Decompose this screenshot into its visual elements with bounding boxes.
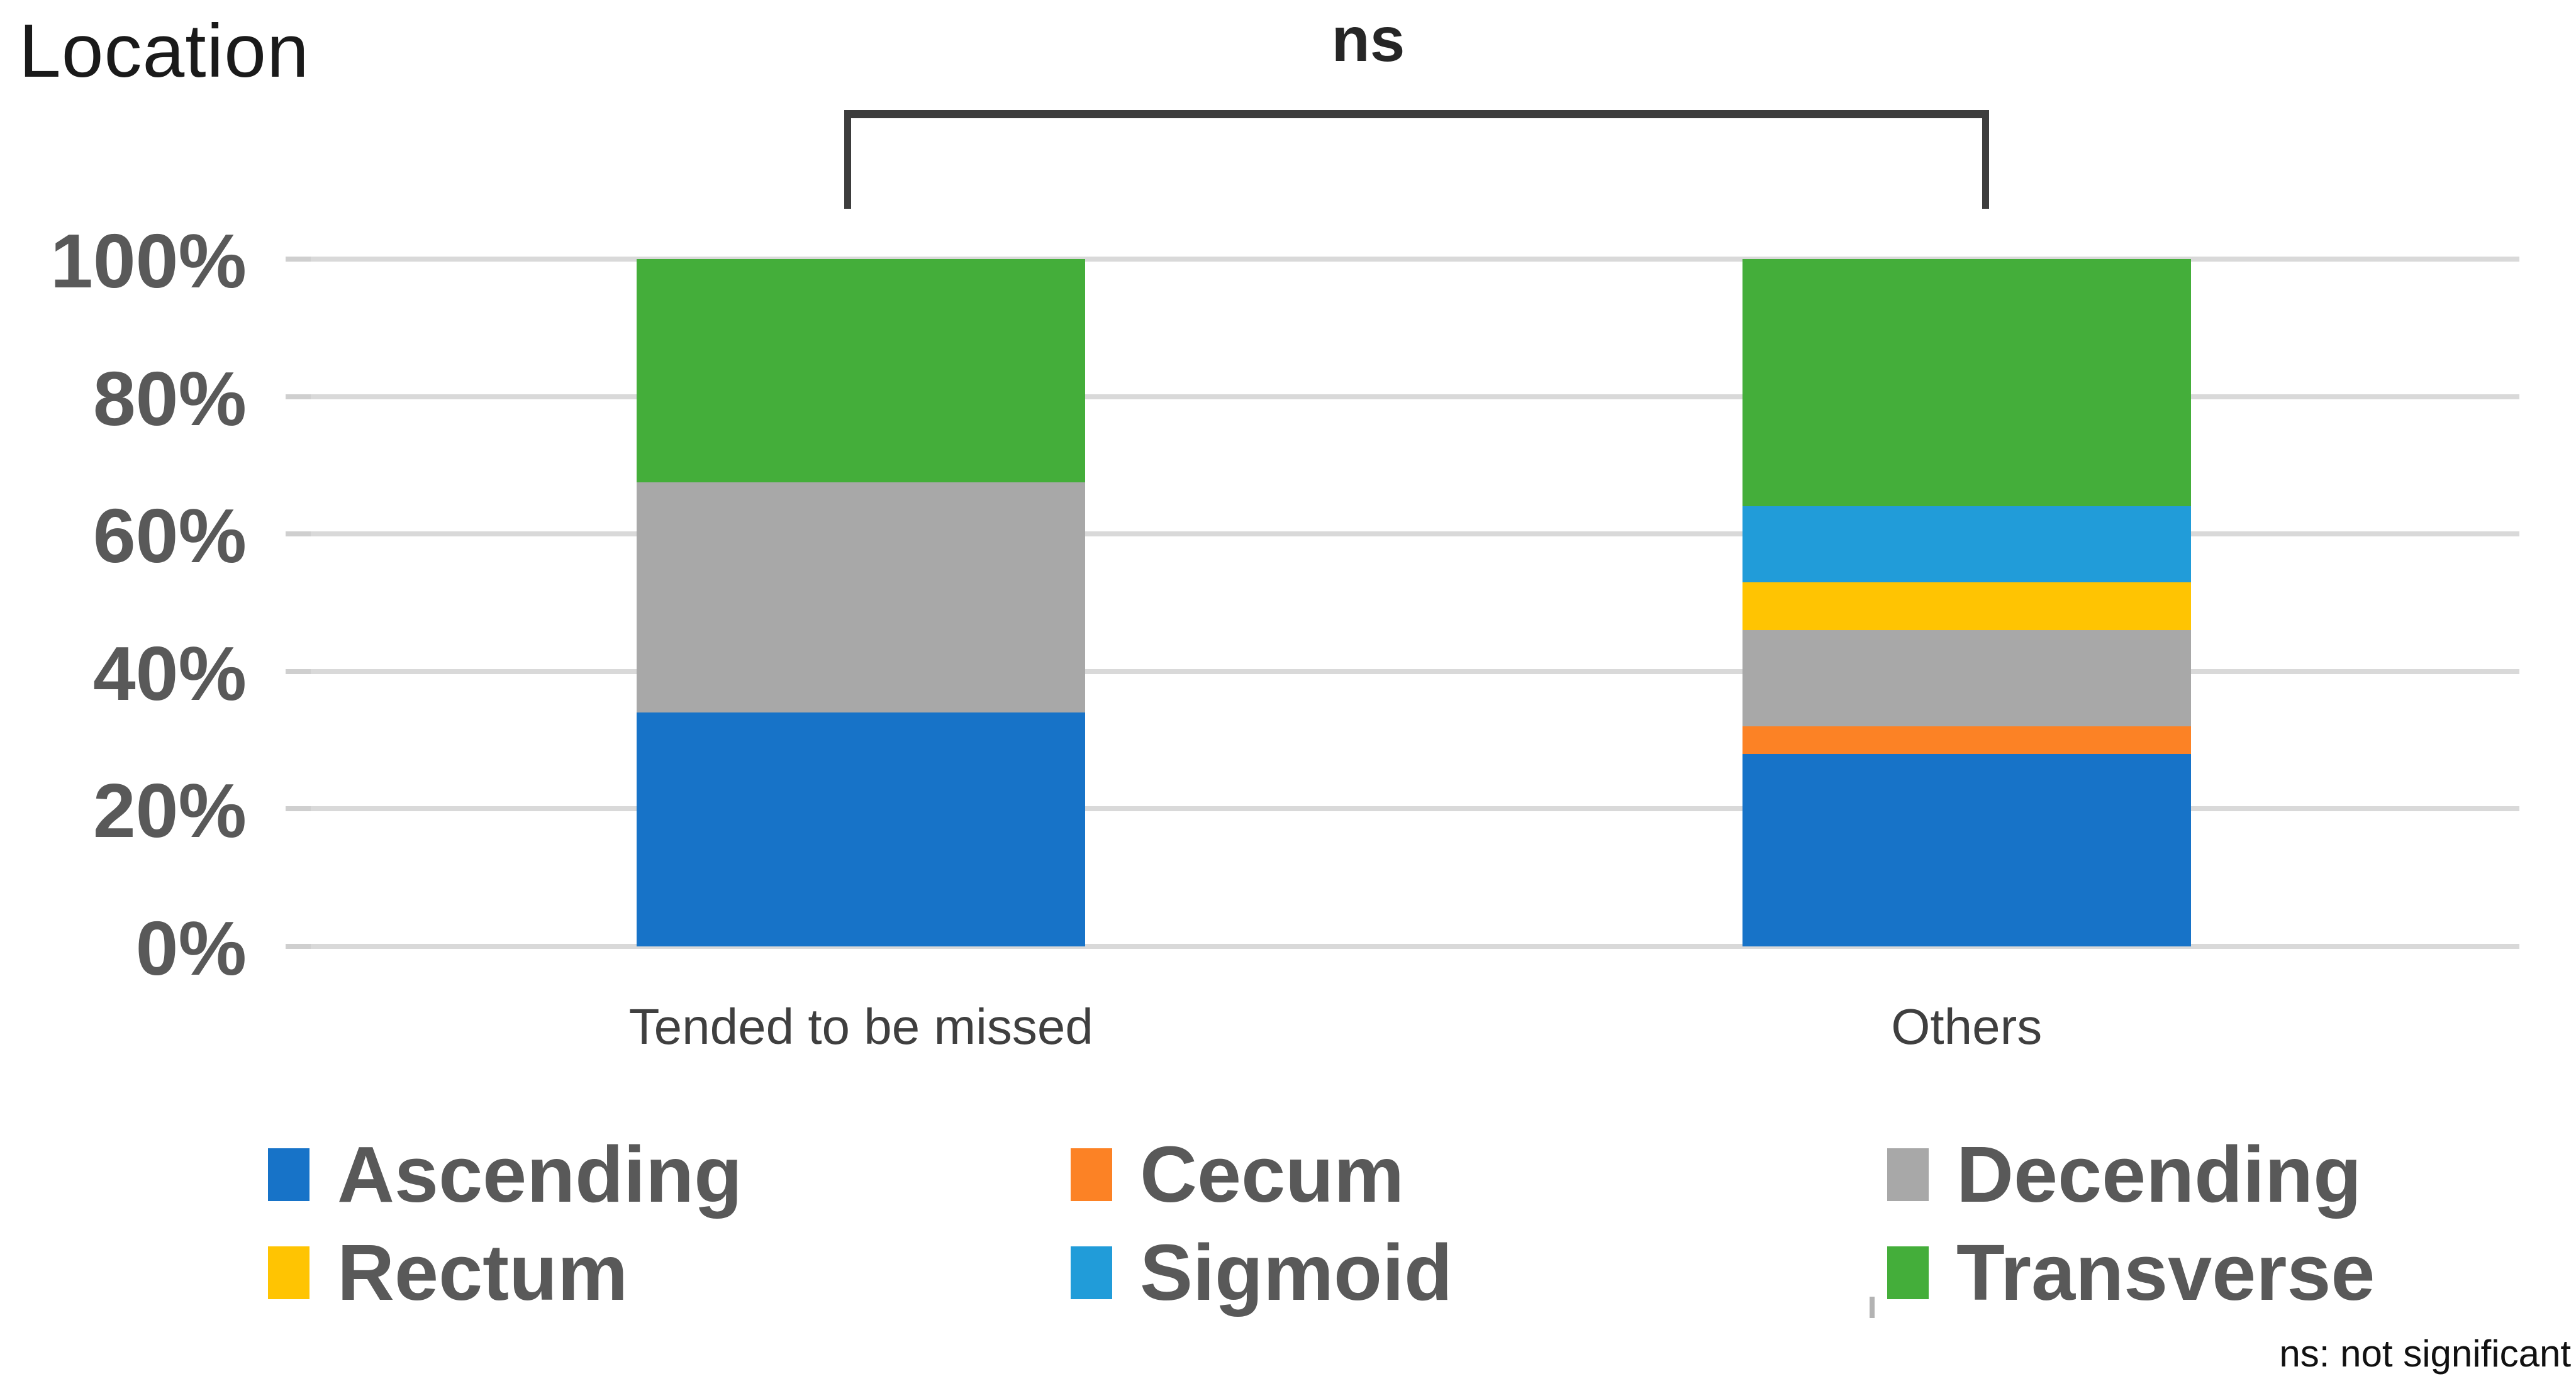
legend-label: Rectum <box>337 1228 628 1317</box>
y-axis-label: 20% <box>92 768 247 854</box>
significance-bracket-top <box>844 110 1989 118</box>
legend-label: Ascending <box>337 1130 743 1219</box>
legend-marker-cecum-icon <box>1071 1148 1112 1201</box>
legend-marker-rectum-icon <box>268 1246 309 1299</box>
legend-item-cecum: Cecum <box>1071 1128 1404 1222</box>
y-axis-tick <box>286 531 311 537</box>
y-axis-tick <box>286 394 311 399</box>
gridline <box>308 531 2519 537</box>
y-axis-label: 0% <box>135 906 247 991</box>
significance-bracket-left-leg <box>844 110 851 209</box>
legend-item-decending: Decending <box>1887 1128 2361 1222</box>
significance-label: ns <box>1331 4 1405 75</box>
y-axis-label: 100% <box>50 218 247 304</box>
y-axis-tick <box>286 806 311 812</box>
gridline <box>308 806 2519 812</box>
y-axis-tick <box>286 668 311 674</box>
bar-segment-others-rectum <box>1742 582 2191 631</box>
legend-label: Cecum <box>1140 1130 1405 1219</box>
gridline <box>308 394 2519 399</box>
bar-segment-tended-to-be-missed-ascending <box>637 712 1086 946</box>
bar-segment-others-cecum <box>1742 726 2191 754</box>
legend-marker-decending-icon <box>1887 1148 1929 1201</box>
bar-segment-others-transverse <box>1742 259 2191 507</box>
chart-title: Location <box>19 9 309 93</box>
bar-segment-others-sigmoid <box>1742 506 2191 582</box>
legend-label: Sigmoid <box>1140 1228 1452 1317</box>
gridline <box>308 257 2519 262</box>
legend-marker-artifact <box>1870 1297 1875 1318</box>
legend-item-rectum: Rectum <box>268 1226 628 1320</box>
y-axis-label: 40% <box>92 630 247 716</box>
legend-item-transverse: Transverse <box>1887 1226 2375 1320</box>
significance-bracket-right-leg <box>1982 110 1989 209</box>
legend-item-sigmoid: Sigmoid <box>1071 1226 1452 1320</box>
gridline <box>308 944 2519 949</box>
legend-item-ascending: Ascending <box>268 1128 742 1222</box>
x-category-label: Others <box>1891 999 2043 1055</box>
x-category-label: Tended to be missed <box>628 999 1093 1055</box>
y-axis-label: 80% <box>92 355 247 441</box>
legend-marker-ascending-icon <box>268 1148 309 1201</box>
legend-marker-transverse-icon <box>1887 1246 1929 1299</box>
legend-label: Transverse <box>1956 1228 2375 1317</box>
y-axis-label: 60% <box>92 493 247 579</box>
bar-segment-others-decending <box>1742 630 2191 727</box>
gridline <box>308 668 2519 674</box>
legend-label: Decending <box>1956 1130 2362 1219</box>
bar-segment-tended-to-be-missed-decending <box>637 482 1086 713</box>
legend-marker-sigmoid-icon <box>1071 1246 1112 1299</box>
y-axis-tick <box>286 944 311 949</box>
significance-footnote: ns: not significant <box>2279 1333 2571 1375</box>
bar-segment-others-ascending <box>1742 753 2191 946</box>
y-axis-tick <box>286 257 311 262</box>
bar-segment-tended-to-be-missed-transverse <box>637 259 1086 483</box>
